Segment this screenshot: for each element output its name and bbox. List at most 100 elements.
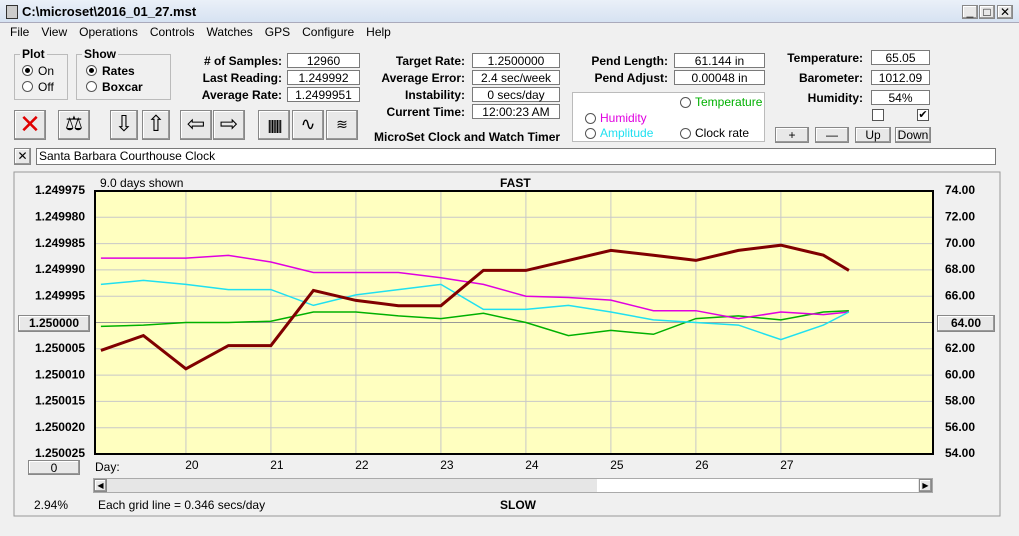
clock-name-input[interactable]: Santa Barbara Courthouse Clock bbox=[36, 148, 996, 165]
x-tick-label: 23 bbox=[440, 458, 454, 472]
y-tick-label: 1.250005 bbox=[35, 341, 85, 355]
y-tick-label: 1.249985 bbox=[35, 236, 85, 250]
y2-tick-label: 60.00 bbox=[945, 367, 975, 381]
radio-button[interactable] bbox=[680, 97, 691, 108]
menu-item[interactable]: Configure bbox=[302, 25, 355, 39]
window-title: C:\microset\2016_01_27.mst bbox=[22, 4, 197, 19]
radio-label: Off bbox=[38, 80, 54, 94]
radio-button[interactable] bbox=[22, 81, 33, 92]
series-option: Temperature bbox=[695, 95, 763, 109]
field-label: Temperature: bbox=[787, 51, 863, 65]
field-value: 1.249992 bbox=[287, 70, 360, 85]
series-line bbox=[100, 243, 850, 371]
clear-button[interactable]: ✕ bbox=[14, 110, 46, 140]
step-button[interactable]: — bbox=[815, 127, 849, 143]
field-value: 2.4 sec/week bbox=[472, 70, 560, 85]
field-value: 1.2499951 bbox=[287, 87, 360, 102]
x-tick-label: 27 bbox=[780, 458, 794, 472]
step-button[interactable]: Down bbox=[895, 127, 931, 143]
series-line bbox=[100, 279, 850, 341]
balance-button[interactable]: ⚖ bbox=[58, 110, 90, 140]
radio-button[interactable] bbox=[86, 65, 97, 76]
field-label: Pend Adjust: bbox=[594, 71, 668, 85]
menu-item[interactable]: File bbox=[10, 25, 30, 39]
menu-item[interactable]: Operations bbox=[79, 25, 138, 39]
step-button[interactable]: Up bbox=[855, 127, 891, 143]
title-bar bbox=[0, 0, 1019, 23]
percent: 2.94% bbox=[34, 498, 69, 512]
minimize-button[interactable]: _ bbox=[962, 5, 978, 19]
y2-tick-label: 70.00 bbox=[945, 236, 975, 250]
menu-item[interactable]: View bbox=[41, 25, 68, 39]
plot-area bbox=[95, 191, 933, 454]
field-label: Pend Length: bbox=[591, 54, 668, 68]
checkbox[interactable]: ✔ bbox=[917, 109, 929, 121]
x-tick-label: 20 bbox=[185, 458, 199, 472]
radio-button[interactable] bbox=[585, 128, 596, 139]
y2-tick-label: 56.00 bbox=[945, 420, 975, 434]
maximize-button[interactable]: □ bbox=[979, 5, 995, 19]
radio-button[interactable] bbox=[585, 113, 596, 124]
radio-button[interactable] bbox=[86, 81, 97, 92]
field-value: 0.00048 in bbox=[674, 70, 765, 85]
down-button[interactable]: ⇩ bbox=[110, 110, 138, 140]
fast-label: FAST bbox=[500, 176, 531, 190]
y2-tick-label: 66.00 bbox=[945, 288, 975, 302]
step-button[interactable]: + bbox=[775, 127, 809, 143]
app-name: MicroSet Clock and Watch Timer bbox=[374, 130, 561, 144]
x-tick-label: 26 bbox=[695, 458, 709, 472]
y2-tick-label: 54.00 bbox=[945, 446, 975, 460]
plot-frame bbox=[94, 190, 934, 455]
series-option: Amplitude bbox=[600, 126, 654, 140]
ref-right[interactable]: 64.00 bbox=[937, 315, 995, 332]
ref-left[interactable]: 1.250000 bbox=[18, 315, 90, 332]
y2-tick-label: 74.00 bbox=[945, 183, 975, 197]
noise-button[interactable]: ≋ bbox=[326, 110, 358, 140]
slow-label: SLOW bbox=[500, 498, 536, 512]
up-button[interactable]: ⇧ bbox=[142, 110, 170, 140]
right-button[interactable]: ⇨ bbox=[213, 110, 245, 140]
y-tick-label: 1.249980 bbox=[35, 209, 85, 223]
menu-item[interactable]: GPS bbox=[264, 25, 291, 39]
radio-button[interactable] bbox=[22, 65, 33, 76]
radio-button[interactable] bbox=[680, 128, 691, 139]
radio-label: Rates bbox=[102, 64, 135, 78]
series-option: Clock rate bbox=[695, 126, 750, 140]
chart-panel bbox=[13, 171, 1001, 517]
checkbox[interactable] bbox=[872, 109, 884, 121]
bars-button[interactable]: |||||||| bbox=[258, 110, 290, 140]
menu-item[interactable]: Controls bbox=[149, 25, 195, 39]
y-tick-label: 1.249975 bbox=[35, 183, 85, 197]
menu-item[interactable]: Watches bbox=[206, 25, 253, 39]
radio-label: On bbox=[38, 64, 55, 78]
series-line bbox=[100, 309, 849, 337]
days-shown: 9.0 days shown bbox=[100, 176, 184, 190]
field-label: Last Reading: bbox=[202, 71, 282, 85]
scroll-box[interactable]: 0 bbox=[28, 460, 80, 475]
y-tick-label: 1.250025 bbox=[35, 446, 85, 460]
wave-button[interactable]: ∿ bbox=[292, 110, 324, 140]
close-button[interactable]: ✕ bbox=[997, 5, 1013, 19]
app-icon bbox=[6, 5, 18, 19]
menu-item[interactable]: Help bbox=[366, 25, 391, 39]
field-label: Humidity: bbox=[807, 91, 863, 105]
remove-clock-button[interactable]: ✕ bbox=[14, 148, 31, 165]
left-button[interactable]: ⇦ bbox=[180, 110, 212, 140]
scroll-left[interactable]: ◀ bbox=[94, 479, 107, 492]
radio-label: Boxcar bbox=[102, 80, 143, 94]
field-value: 1012.09 bbox=[871, 70, 930, 85]
field-value: 61.144 in bbox=[674, 53, 765, 68]
series-line bbox=[100, 254, 849, 320]
scroll-right[interactable]: ▶ bbox=[919, 479, 932, 492]
x-label: Day: bbox=[95, 460, 120, 474]
grid-note: Each grid line = 0.346 secs/day bbox=[98, 498, 266, 512]
scroll-track[interactable] bbox=[597, 479, 918, 492]
field-value: 1.2500000 bbox=[472, 53, 560, 68]
y-tick-label: 1.249990 bbox=[35, 262, 85, 276]
series-option: Humidity bbox=[600, 111, 647, 125]
x-tick-label: 21 bbox=[270, 458, 284, 472]
field-label: Barometer: bbox=[798, 71, 863, 85]
radio-dot bbox=[89, 68, 94, 73]
y2-tick-label: 58.00 bbox=[945, 394, 975, 408]
